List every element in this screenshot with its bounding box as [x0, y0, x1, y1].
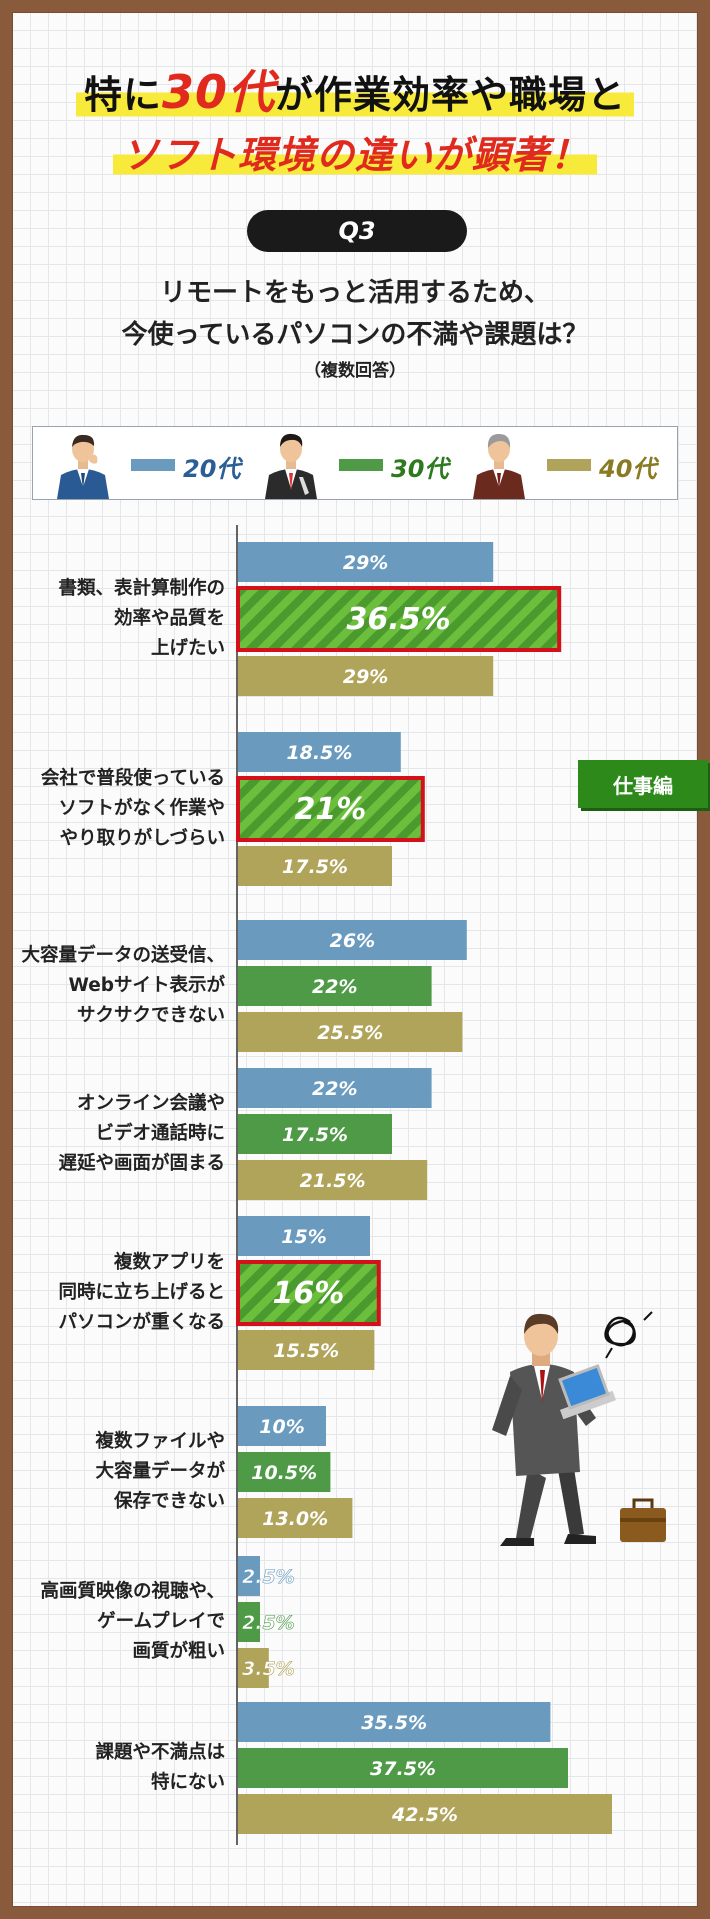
person-30s-icon	[265, 433, 317, 499]
bar-value-label: 15.5%	[273, 1340, 339, 1362]
category-tag-work: 仕事編	[578, 760, 708, 808]
bar-value-label: 37.5%	[370, 1758, 436, 1780]
headline-suffix: が作業効率や職場と	[275, 73, 627, 117]
bar-5-40s	[238, 1330, 375, 1370]
troubled-businessman-illustration	[492, 1311, 666, 1546]
question-line-1: リモートをもっと活用するため、	[159, 278, 550, 308]
bar-value-label: 25.5%	[317, 1022, 383, 1044]
category-label-8: 課題や不満点は 特にない	[95, 1742, 225, 1793]
bar-6-40s	[238, 1498, 353, 1538]
bar-8-40s	[238, 1794, 612, 1834]
question-note: （複数回答）	[304, 361, 406, 381]
bar-2-30s-highlighted	[236, 776, 425, 842]
headline-line-1: 特に30代が作業効率や職場と	[0, 56, 710, 122]
category-label-7: 高画質映像の視聴や、 ゲームプレイで 画質が粗い	[40, 1581, 225, 1662]
person-20s-icon	[57, 434, 109, 499]
bar-value-label: 36.5%	[347, 602, 451, 637]
bar-value-label: 2.5%	[242, 1612, 295, 1634]
question-line-2: 今使っているパソコンの不満や課題は？	[121, 320, 589, 350]
bar-value-label: 10.5%	[251, 1462, 317, 1484]
bar-2-40s	[238, 846, 392, 886]
headline-exclamation: ！	[550, 133, 590, 177]
legend: 20代 30代 40代	[32, 426, 678, 500]
bar-6-20s	[238, 1406, 326, 1446]
bar-value-label: 42.5%	[391, 1804, 458, 1826]
bar-value-label: 26%	[330, 930, 375, 952]
legend-item-30s: 30代	[259, 427, 459, 499]
bar-7-40s	[238, 1648, 269, 1688]
bar-value-label: 3.5%	[242, 1658, 295, 1680]
bar-5-20s	[238, 1216, 370, 1256]
bar-value-label: 18.5%	[286, 742, 352, 764]
bar-1-20s	[238, 542, 494, 582]
bar-4-30s	[238, 1114, 392, 1154]
bar-4-20s	[238, 1068, 432, 1108]
legend-item-40s: 40代	[467, 427, 667, 499]
headline-line2-main: ソフト環境の違いが顕著	[120, 133, 550, 177]
bar-value-label: 29%	[343, 666, 388, 688]
bar-3-40s	[238, 1012, 463, 1052]
bar-value-label: 35.5%	[361, 1712, 427, 1734]
person-40s-icon	[473, 434, 525, 499]
headline-line-2: ソフト環境の違いが顕著！	[0, 124, 710, 179]
bar-3-30s	[238, 966, 432, 1006]
bar-2-20s	[238, 732, 401, 772]
bar-6-30s	[238, 1452, 331, 1492]
legend-swatch-40s	[547, 459, 591, 471]
bar-value-label: 22%	[312, 1078, 357, 1100]
category-label-1: 書類、表計算制作の 効率や品質を 上げたい	[58, 578, 225, 659]
bar-value-label: 10%	[259, 1416, 304, 1438]
legend-label-30s: 30代	[391, 455, 449, 483]
bar-value-label: 16%	[272, 1276, 344, 1311]
bar-4-40s	[238, 1160, 428, 1200]
bar-value-label: 15%	[281, 1226, 326, 1248]
legend-label-40s: 40代	[599, 455, 657, 483]
question-badge: Q3	[247, 210, 467, 252]
bar-value-label: 17.5%	[282, 856, 348, 878]
bar-8-30s	[238, 1748, 568, 1788]
legend-swatch-20s	[131, 459, 175, 471]
headline-highlight: 30代	[161, 65, 275, 119]
category-label-5: 複数アプリを 同時に立ち上げると パソコンが重くなる	[58, 1252, 225, 1333]
category-label-3: 大容量データの送受信、 Webサイト表示が サクサクできない	[21, 945, 225, 1026]
category-label-6: 複数ファイルや 大容量データが 保存できない	[95, 1431, 225, 1512]
category-label-2: 会社で普段使っている ソフトがなく作業や やり取りがしづらい	[40, 768, 225, 849]
bars-layer: 29% 36.5% 29% 18.5% 21% 17.5% 26% 22% 25.5% 22% 17…	[236, 542, 612, 1834]
bar-value-label: 29%	[343, 552, 388, 574]
bar-7-30s	[238, 1602, 260, 1642]
headline-prefix: 特に	[83, 73, 162, 117]
legend-swatch-30s	[339, 459, 383, 471]
bar-value-label: 13.0%	[262, 1508, 328, 1530]
bar-value-label: 21.5%	[300, 1170, 366, 1192]
bar-value-label: 2.5%	[242, 1566, 295, 1588]
bar-3-20s	[238, 920, 467, 960]
frustration-scribble-icon	[604, 1311, 653, 1359]
bar-1-30s-highlighted	[236, 586, 562, 652]
bar-7-20s	[238, 1556, 260, 1596]
bar-value-label: 21%	[294, 792, 366, 827]
legend-item-20s: 20代	[51, 427, 251, 499]
bar-8-20s	[238, 1702, 551, 1742]
category-label-4: オンライン会議や ビデオ通話時に 遅延や画面が固まる	[58, 1093, 225, 1174]
bar-value-label: 17.5%	[282, 1124, 348, 1146]
bar-5-30s-highlighted	[236, 1260, 381, 1326]
bar-value-label: 22%	[312, 976, 357, 998]
bar-1-40s	[238, 656, 494, 696]
legend-label-20s: 20代	[183, 455, 241, 483]
